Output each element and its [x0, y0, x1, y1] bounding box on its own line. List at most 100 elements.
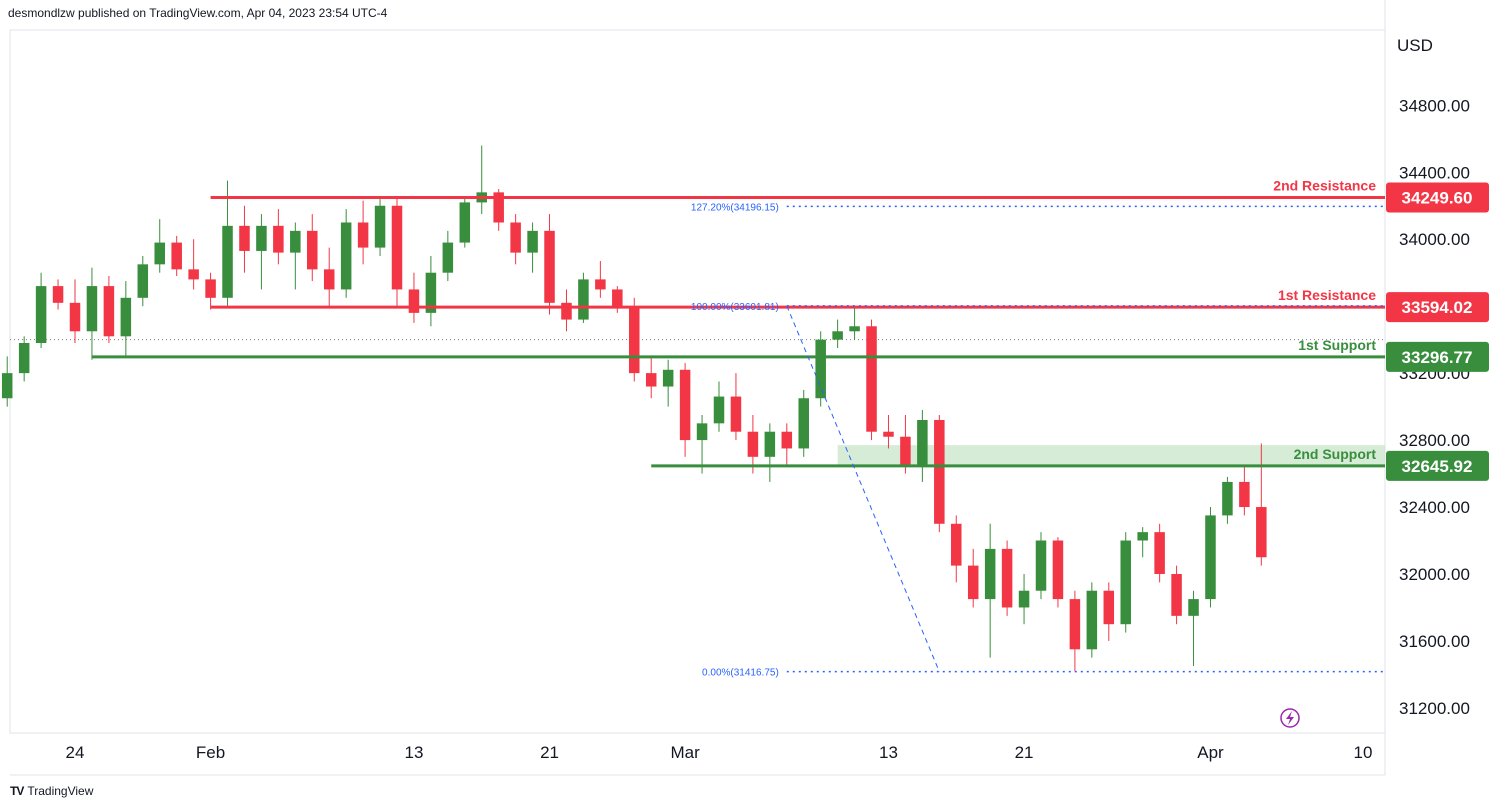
candle-body: [1018, 590, 1030, 608]
candle-body: [832, 331, 843, 340]
candle: [103, 276, 115, 344]
candle: [815, 331, 826, 407]
candle-body: [222, 225, 233, 298]
candle-body: [967, 565, 979, 600]
level-price-badge: [1386, 182, 1489, 213]
candle-body: [679, 369, 691, 441]
footer: TV TradingView: [10, 784, 93, 798]
candle: [1120, 532, 1131, 633]
candle-body: [781, 431, 793, 449]
lightning-icon[interactable]: [1280, 708, 1300, 728]
candle-body: [290, 230, 301, 253]
candle-body: [934, 419, 945, 524]
candle-body: [747, 431, 759, 457]
time-tick-label: 13: [404, 743, 423, 762]
candle-body: [154, 242, 165, 265]
candle-body: [493, 192, 504, 223]
candle-body: [52, 286, 64, 303]
candle-body: [205, 279, 216, 298]
candle-body: [425, 272, 437, 313]
time-tick-label: 10: [1354, 743, 1373, 762]
candle-body: [239, 225, 250, 251]
plot-border: [9, 29, 1386, 734]
candle: [493, 189, 504, 231]
candle: [239, 205, 250, 273]
candle: [69, 279, 81, 344]
candle: [205, 272, 216, 310]
candle: [1018, 573, 1030, 625]
candle-body: [984, 548, 996, 600]
fib-level-label: 100.00%(33601.81): [691, 302, 779, 313]
candle: [256, 214, 267, 290]
candle: [679, 363, 691, 457]
candle: [730, 373, 742, 441]
candle: [86, 267, 98, 360]
candle: [1188, 590, 1199, 667]
candle-body: [1052, 540, 1064, 600]
price-tick-label: 32800.00: [1399, 431, 1470, 450]
candle: [425, 255, 437, 327]
candle-body: [849, 326, 860, 332]
price-tick-label: 31600.00: [1399, 632, 1470, 651]
time-tick-label: 24: [66, 743, 85, 762]
candle-body: [374, 205, 386, 248]
candle-body: [256, 225, 267, 251]
level-label: 1st Resistance: [1278, 287, 1376, 303]
candle: [883, 414, 894, 449]
candle-body: [815, 339, 826, 399]
candle-body: [713, 396, 725, 424]
support-zone-rect: [837, 445, 1385, 466]
candle: [561, 289, 572, 332]
candle: [1103, 582, 1115, 641]
candle: [1205, 507, 1216, 608]
candle: [934, 414, 945, 533]
candle: [290, 222, 301, 290]
candles: [1, 145, 1267, 672]
candle-body: [86, 286, 98, 332]
candle-body: [1188, 599, 1199, 616]
price-tick-label: 32000.00: [1399, 565, 1470, 584]
candle: [1086, 582, 1098, 658]
candle-body: [629, 306, 640, 374]
price-badges: 34249.60 33594.02 33296.77 32645.92: [1386, 182, 1489, 481]
candle: [476, 145, 487, 215]
candle-body: [578, 279, 589, 320]
time-tick-label: Apr: [1197, 743, 1224, 762]
candle-body: [103, 286, 115, 337]
candle-body: [544, 230, 555, 303]
support-zone: [10, 339, 1385, 466]
candle: [798, 389, 809, 457]
fib-trend-line: [786, 305, 940, 672]
candle: [849, 306, 860, 340]
candle-body: [459, 202, 471, 243]
candle: [1069, 590, 1081, 672]
candle-body: [1205, 515, 1216, 600]
candle-body: [323, 269, 335, 290]
tradingview-logo-icon: TV: [10, 784, 24, 798]
candle: [442, 230, 454, 282]
price-tick-label: 31200.00: [1399, 699, 1470, 718]
candle: [52, 279, 64, 310]
candle-body: [120, 297, 132, 337]
candle-body: [951, 523, 962, 566]
candle: [154, 219, 165, 273]
candle: [544, 214, 555, 315]
candle-body: [391, 205, 403, 290]
candle-body: [188, 269, 199, 280]
candle: [662, 359, 674, 407]
candle: [1154, 523, 1165, 583]
candle: [764, 423, 776, 482]
candle-body: [1001, 548, 1013, 608]
time-tick-label: Mar: [670, 743, 700, 762]
candle-body: [357, 222, 369, 248]
candle: [120, 281, 132, 357]
candle-body: [273, 225, 284, 253]
level-label: 2nd Resistance: [1273, 177, 1376, 193]
candle: [832, 319, 843, 349]
candle: [1137, 527, 1148, 558]
time-tick-label: Feb: [196, 743, 225, 762]
candle-body: [1239, 481, 1250, 508]
fib-retracement: 127.20%(34196.15) 100.00%(33601.81) 0.00%(…: [691, 202, 1385, 679]
candle-body: [408, 289, 420, 313]
